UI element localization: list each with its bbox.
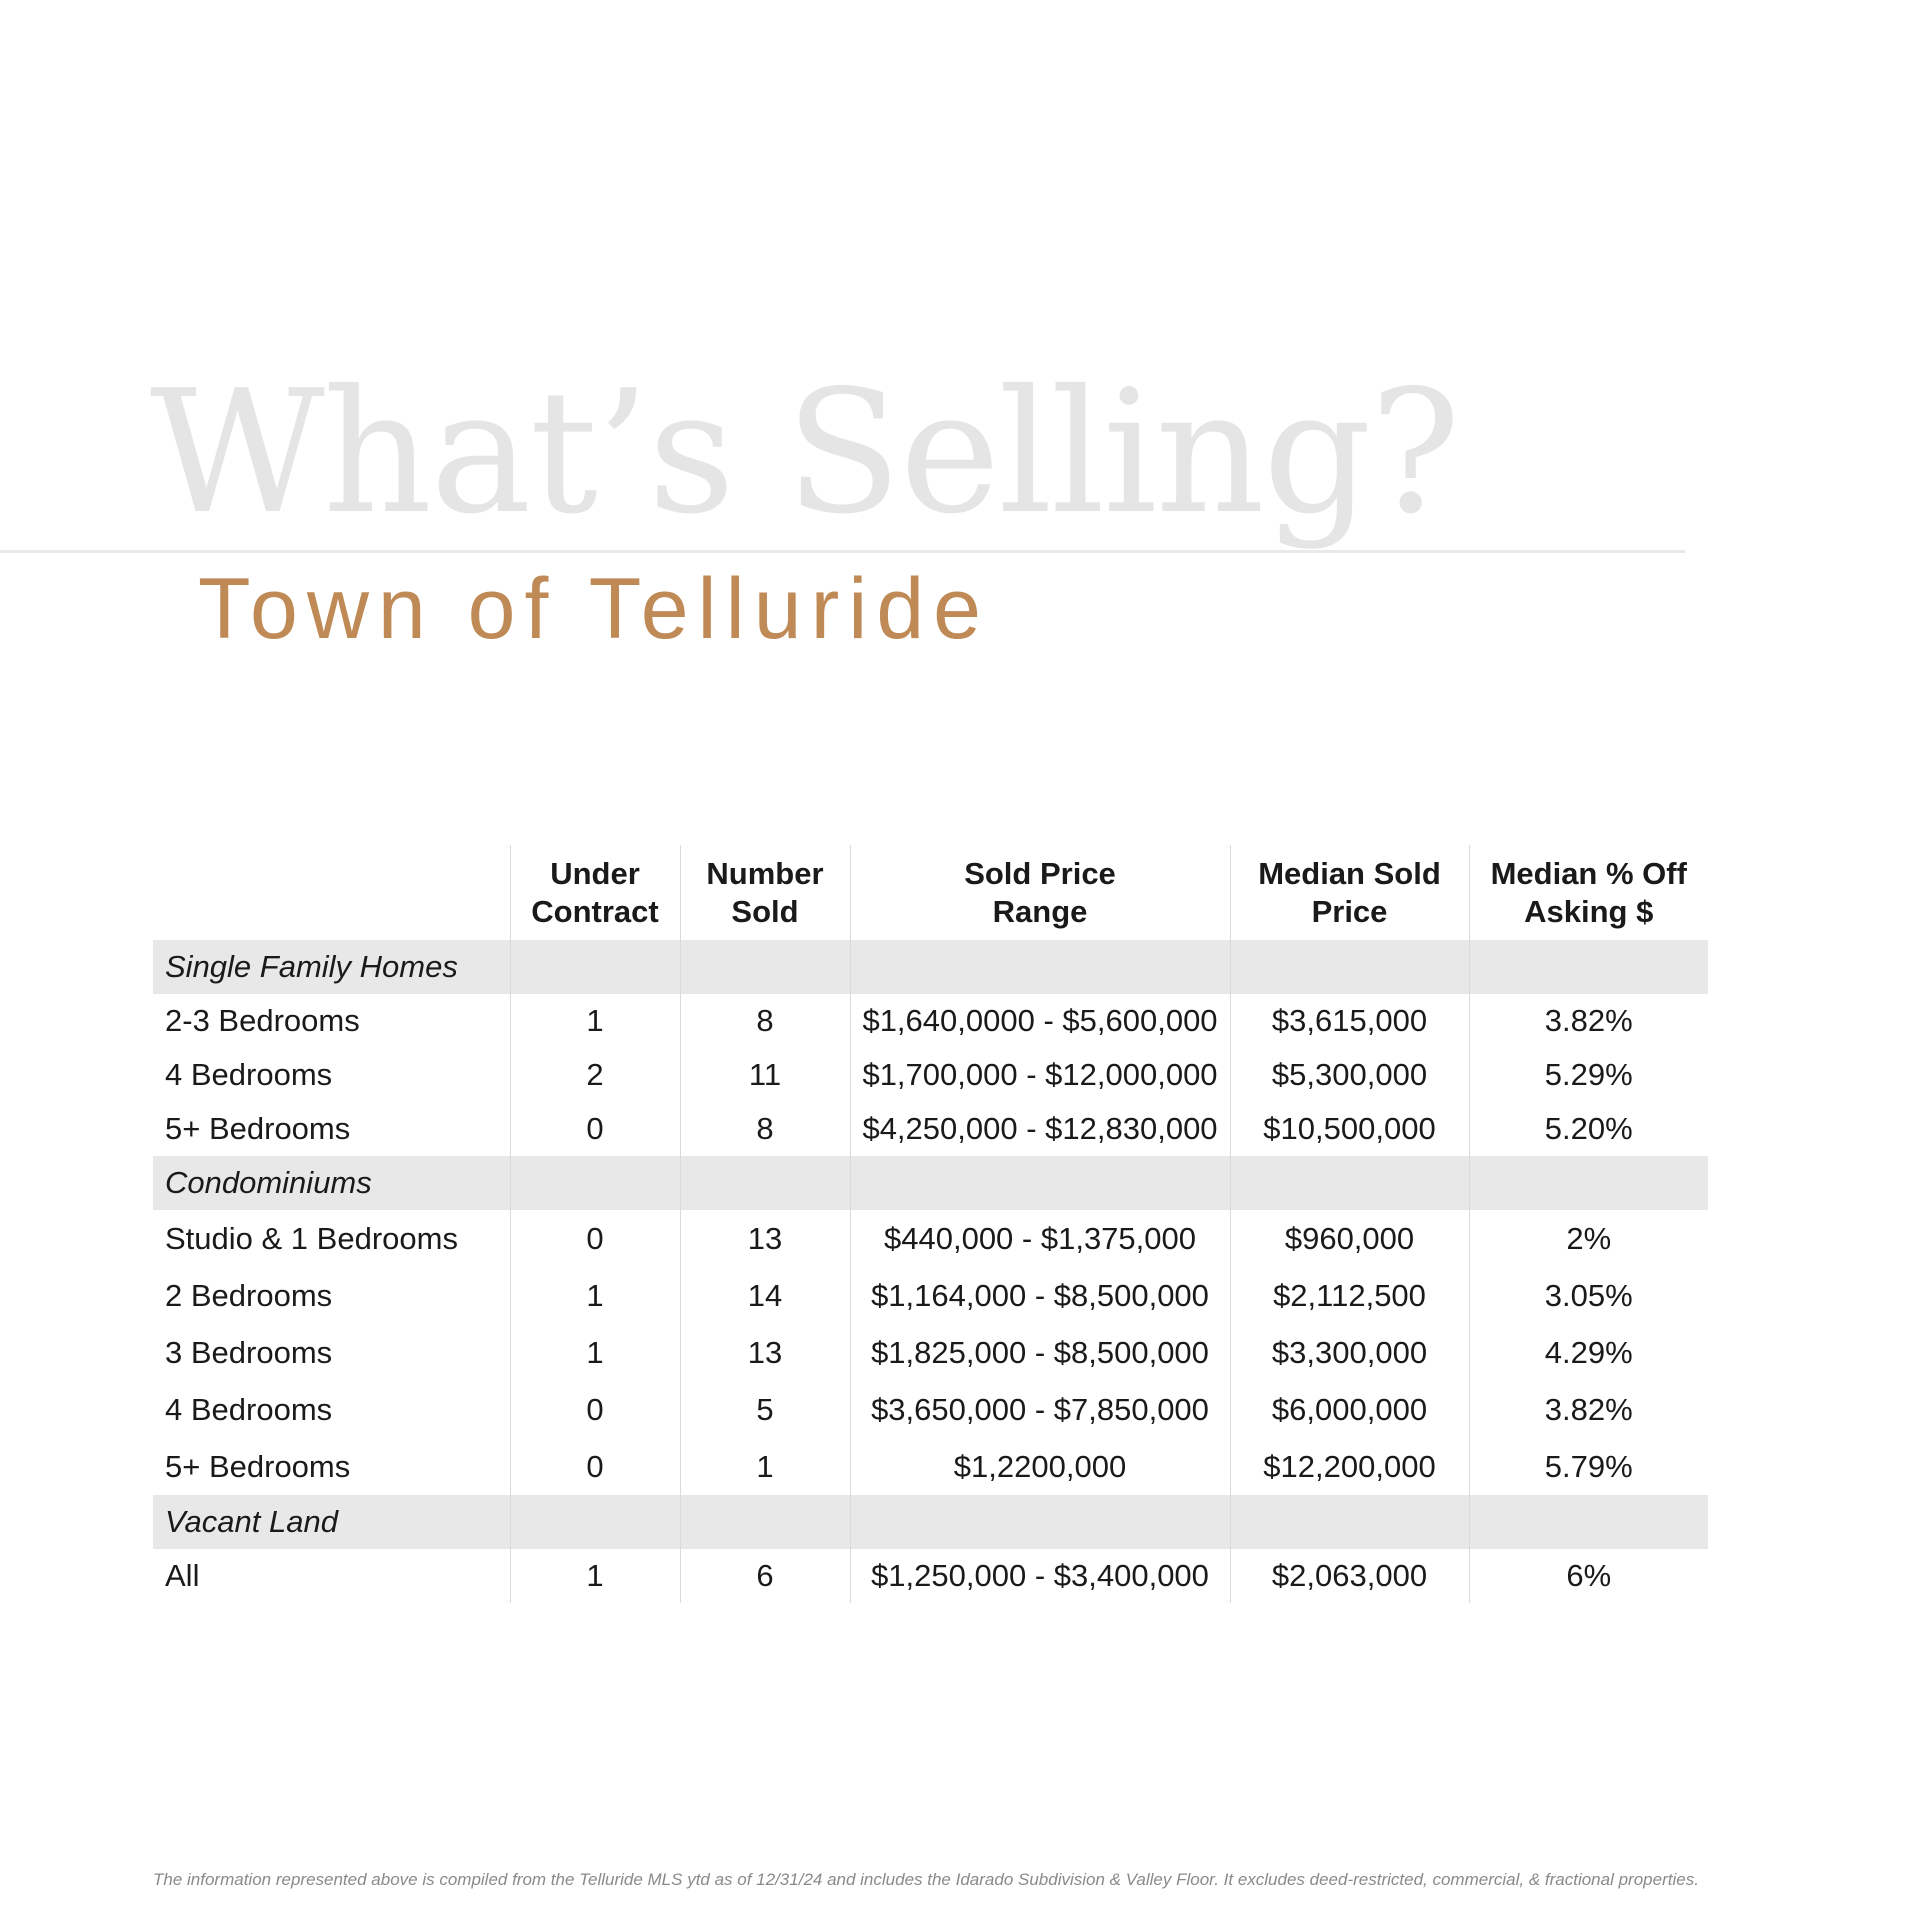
cell-median-off: 5.29%	[1468, 1048, 1708, 1102]
cell-median-price: $2,112,500	[1229, 1267, 1469, 1324]
cell-number-sold: 13	[679, 1324, 850, 1381]
table-row: 4 Bedrooms 2 11 $1,700,000 - $12,000,000…	[153, 1048, 1708, 1102]
section-label: Vacant Land	[153, 1495, 510, 1549]
section-header-condominiums: Condominiums	[153, 1156, 1708, 1210]
cell-price-range: $1,164,000 - $8,500,000	[849, 1267, 1230, 1324]
cell-median-price: $5,300,000	[1229, 1048, 1469, 1102]
cell-median-off: 3.82%	[1468, 1381, 1708, 1438]
cell-number-sold: 14	[679, 1267, 850, 1324]
cell-number-sold: 8	[679, 1102, 850, 1156]
cell-median-price: $6,000,000	[1229, 1381, 1469, 1438]
cell-median-price: $960,000	[1229, 1210, 1469, 1267]
cell-price-range: $1,640,0000 - $5,600,000	[849, 994, 1230, 1048]
header-median-off-asking: Median % Off Asking $	[1468, 845, 1708, 940]
row-label: 5+ Bedrooms	[165, 1111, 351, 1146]
table-row: 2-3 Bedrooms 1 8 $1,640,0000 - $5,600,00…	[153, 994, 1708, 1048]
cell-under-contract: 0	[509, 1210, 680, 1267]
table-header-row: Under Contract Number Sold Sold Price Range…	[153, 845, 1708, 940]
cell-median-off: 3.82%	[1468, 994, 1708, 1048]
header-empty	[153, 845, 510, 940]
cell-median-price: $3,300,000	[1229, 1324, 1469, 1381]
cell-under-contract: 1	[509, 994, 680, 1048]
cell-under-contract: 1	[509, 1267, 680, 1324]
cell-median-off: 6%	[1468, 1549, 1708, 1603]
cell-under-contract: 0	[509, 1438, 680, 1495]
row-label: 5+ Bedrooms	[165, 1448, 351, 1484]
row-label: 4 Bedrooms	[165, 1057, 333, 1092]
cell-price-range: $1,825,000 - $8,500,000	[849, 1324, 1230, 1381]
cell-median-price: $10,500,000	[1229, 1102, 1469, 1156]
cell-median-off: 5.20%	[1468, 1102, 1708, 1156]
page-subtitle: Town of Telluride	[198, 561, 990, 657]
cell-median-price: $12,200,000	[1229, 1438, 1469, 1495]
title-divider	[0, 550, 1685, 553]
cell-price-range: $1,700,000 - $12,000,000	[849, 1048, 1230, 1102]
table-row: 5+ Bedrooms 0 1 $1,2200,000 $12,200,000 …	[153, 1438, 1708, 1495]
page-title: What’s Selling?	[150, 354, 1461, 552]
cell-under-contract: 2	[509, 1048, 680, 1102]
header-median-sold-price: Median Sold Price	[1229, 845, 1469, 940]
row-label: All	[165, 1558, 200, 1593]
table-row: 3 Bedrooms 1 13 $1,825,000 - $8,500,000 …	[153, 1324, 1708, 1381]
cell-price-range: $440,000 - $1,375,000	[849, 1210, 1230, 1267]
cell-number-sold: 1	[679, 1438, 850, 1495]
cell-under-contract: 1	[509, 1549, 680, 1603]
cell-price-range: $4,250,000 - $12,830,000	[849, 1102, 1230, 1156]
cell-price-range: $1,250,000 - $3,400,000	[849, 1549, 1230, 1603]
section-label: Single Family Homes	[153, 940, 510, 994]
cell-price-range: $1,2200,000	[849, 1438, 1230, 1495]
section-label: Condominiums	[153, 1156, 510, 1210]
header-under-contract: Under Contract	[509, 845, 680, 940]
table-row: 4 Bedrooms 0 5 $3,650,000 - $7,850,000 $…	[153, 1381, 1708, 1438]
table-row: 2 Bedrooms 1 14 $1,164,000 - $8,500,000 …	[153, 1267, 1708, 1324]
cell-under-contract: 0	[509, 1102, 680, 1156]
footnote: The information represented above is com…	[153, 1870, 1699, 1889]
cell-price-range: $3,650,000 - $7,850,000	[849, 1381, 1230, 1438]
sales-table: Under Contract Number Sold Sold Price Range…	[153, 845, 1708, 1603]
section-header-vacant-land: Vacant Land	[153, 1495, 1708, 1549]
cell-median-off: 4.29%	[1468, 1324, 1708, 1381]
table-row: All 1 6 $1,250,000 - $3,400,000 $2,063,0…	[153, 1549, 1708, 1603]
header-sold-price-range: Sold Price Range	[849, 845, 1230, 940]
cell-under-contract: 0	[509, 1381, 680, 1438]
cell-median-off: 5.79%	[1468, 1438, 1708, 1495]
header-number-sold: Number Sold	[679, 845, 850, 940]
row-label: 2 Bedrooms	[165, 1277, 333, 1313]
cell-number-sold: 5	[679, 1381, 850, 1438]
table-row: 5+ Bedrooms 0 8 $4,250,000 - $12,830,000…	[153, 1102, 1708, 1156]
row-label: 3 Bedrooms	[165, 1334, 333, 1370]
cell-number-sold: 6	[679, 1549, 850, 1603]
cell-median-price: $3,615,000	[1229, 994, 1469, 1048]
section-header-single-family: Single Family Homes	[153, 940, 1708, 994]
row-label: Studio & 1 Bedrooms	[165, 1220, 458, 1256]
cell-number-sold: 11	[679, 1048, 850, 1102]
row-label: 2-3 Bedrooms	[165, 1003, 360, 1038]
cell-under-contract: 1	[509, 1324, 680, 1381]
cell-median-off: 2%	[1468, 1210, 1708, 1267]
cell-median-price: $2,063,000	[1229, 1549, 1469, 1603]
table-row: Studio & 1 Bedrooms 0 13 $440,000 - $1,3…	[153, 1210, 1708, 1267]
cell-number-sold: 8	[679, 994, 850, 1048]
row-label: 4 Bedrooms	[165, 1391, 333, 1427]
cell-number-sold: 13	[679, 1210, 850, 1267]
cell-median-off: 3.05%	[1468, 1267, 1708, 1324]
